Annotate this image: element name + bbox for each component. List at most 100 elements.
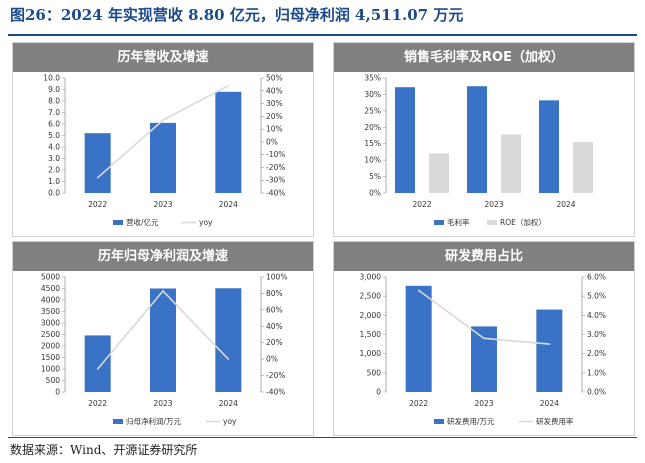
bar: [501, 134, 521, 193]
left-tick-label: 0: [55, 388, 60, 397]
source-note: 数据来源：Wind、开源证券研究所: [10, 443, 198, 457]
right-tick-label: 4.0%: [587, 311, 606, 320]
right-tick-label: -40%: [266, 388, 285, 397]
right-tick-label: 100%: [266, 273, 287, 282]
left-tick-label: 0: [376, 388, 381, 397]
right-tick-label: -10%: [266, 150, 285, 159]
panel-margin-roe: 销售毛利率及ROE（加权） 0% 5% 10% 15% 20% 25% 30% 35% 2022…: [333, 42, 635, 237]
line-point: [162, 290, 164, 292]
category-label: 2022: [88, 399, 107, 408]
left-tick-label: 2,000: [360, 311, 382, 320]
bar: [467, 86, 487, 193]
chart-margin-roe: 0% 5% 10% 15% 20% 25% 30% 35% 2022 2023 2024 毛利率 ROE…: [364, 74, 593, 227]
bar: [539, 100, 559, 193]
left-tick-label: 30%: [364, 90, 381, 99]
left-tick-label: 3.0: [48, 154, 60, 163]
panel-title: 历年营收及增速: [13, 43, 313, 72]
category-label: 2024: [540, 399, 559, 408]
left-tick-label: 2,500: [360, 292, 382, 301]
legend-swatch: [434, 220, 444, 225]
panel-revenue: 历年营收及增速 0.0 1.0 2.0 3.0 4.0 5.0 6.0 7.0 8.0 9.0 10…: [12, 42, 314, 237]
chart-net-profit: 0 500 1000 1500 2000 2500 3000 3500 4000 4500 5000…: [41, 273, 288, 427]
bar: [215, 288, 242, 392]
left-tick-label: 2.0: [48, 166, 60, 175]
right-tick-label: 0%: [266, 137, 278, 146]
legend-label: 营收/亿元: [126, 217, 159, 227]
title-rule: [8, 34, 637, 36]
right-tick-label: 0%: [266, 355, 278, 364]
left-tick-label: 3500: [41, 307, 60, 316]
bar: [215, 91, 242, 193]
left-tick-label: 0.0: [48, 189, 60, 198]
right-tick-label: 1.0%: [587, 368, 606, 377]
line-point: [96, 176, 99, 179]
right-tick-label: 40%: [266, 86, 283, 95]
source-rule: [8, 437, 637, 438]
line-point: [227, 358, 230, 360]
left-tick-label: 7.0: [48, 108, 60, 117]
category-label: 2024: [219, 200, 238, 209]
panel-title: 研发费用占比: [334, 242, 634, 271]
bar: [84, 133, 111, 193]
legend-label: 研发费用/万元: [447, 416, 495, 426]
left-tick-label: 3,000: [360, 273, 382, 282]
legend-swatch: [487, 220, 497, 225]
left-tick-label: 8.0: [48, 97, 60, 106]
left-tick-label: 2500: [41, 330, 60, 339]
legend-label: ROE（加权）: [500, 217, 546, 227]
chart-rd-expense: 0 500 1,000 1,500 2,000 2,500 3,000 0.0% 1.0% 2.0…: [360, 273, 607, 427]
line-point: [548, 343, 551, 345]
figure-title: 图26：2024 年实现营收 8.80 亿元，归母净利润 4,511.07 万元: [10, 6, 464, 24]
legend-label: yoy: [199, 218, 213, 227]
bar: [573, 142, 593, 193]
right-tick-label: 3.0%: [587, 330, 606, 339]
category-label: 2024: [556, 200, 575, 209]
left-tick-label: 5.0: [48, 131, 60, 140]
right-tick-label: 20%: [266, 338, 283, 347]
right-tick-label: -20%: [266, 371, 285, 380]
left-tick-label: 6.0: [48, 120, 60, 129]
right-tick-label: 5.0%: [587, 292, 606, 301]
left-tick-label: 1500: [41, 353, 60, 362]
right-tick-label: -20%: [266, 163, 285, 172]
line-point: [96, 368, 99, 370]
right-tick-label: 40%: [266, 322, 283, 331]
right-tick-label: 2.0%: [587, 349, 606, 358]
right-tick-label: 6.0%: [587, 273, 606, 282]
left-tick-label: 5%: [369, 172, 381, 181]
left-tick-label: 5000: [41, 273, 60, 282]
bar: [150, 288, 176, 392]
legend-label: 研发费用率: [536, 416, 574, 426]
category-label: 2023: [484, 200, 503, 209]
bar: [536, 309, 563, 392]
left-tick-label: 10.0: [43, 74, 60, 83]
bar: [405, 285, 432, 392]
category-label: 2022: [409, 399, 428, 408]
left-tick-label: 35%: [364, 74, 381, 83]
left-tick-label: 1000: [41, 365, 60, 374]
left-tick-label: 4000: [41, 296, 60, 305]
right-tick-label: -40%: [266, 189, 285, 198]
panel-net-profit: 历年归母净利润及增速 0 500 1000 1500 2000 2500 3000 3500 4…: [12, 241, 314, 436]
left-tick-label: 3000: [41, 319, 60, 328]
line-point: [227, 84, 230, 87]
left-tick-label: 25%: [364, 106, 381, 115]
right-tick-label: 80%: [266, 289, 283, 298]
right-tick-label: 0.0%: [587, 388, 606, 397]
category-label: 2022: [88, 200, 107, 209]
category-label: 2023: [153, 399, 172, 408]
left-tick-label: 20%: [364, 123, 381, 132]
line-point: [162, 119, 164, 121]
left-tick-label: 500: [367, 368, 382, 377]
legend-label: yoy: [223, 417, 237, 426]
left-tick-label: 4500: [41, 284, 60, 293]
left-tick-label: 1,500: [360, 330, 382, 339]
category-label: 2024: [219, 399, 238, 408]
legend-swatch: [113, 419, 123, 424]
bar: [150, 122, 176, 193]
bar: [429, 153, 449, 193]
left-tick-label: 4.0: [48, 143, 60, 152]
left-tick-label: 9.0: [48, 85, 60, 94]
legend-swatch: [434, 419, 444, 424]
right-tick-label: 20%: [266, 112, 283, 121]
